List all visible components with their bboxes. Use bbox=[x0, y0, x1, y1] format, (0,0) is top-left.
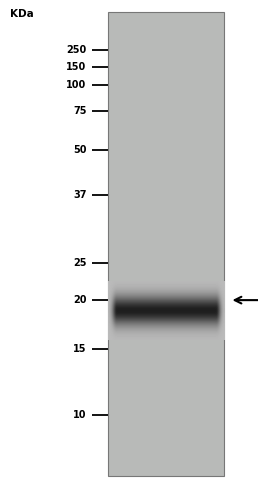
Text: 75: 75 bbox=[73, 106, 86, 116]
Text: 10: 10 bbox=[73, 410, 86, 420]
Text: 15: 15 bbox=[73, 344, 86, 354]
Text: 50: 50 bbox=[73, 145, 86, 155]
Text: KDa: KDa bbox=[10, 9, 34, 19]
Text: 150: 150 bbox=[66, 62, 86, 72]
Bar bbox=[108, 12, 224, 476]
Text: 20: 20 bbox=[73, 295, 86, 305]
Text: 37: 37 bbox=[73, 190, 86, 200]
Text: 25: 25 bbox=[73, 258, 86, 267]
Text: 100: 100 bbox=[66, 80, 86, 90]
Text: 250: 250 bbox=[66, 45, 86, 55]
